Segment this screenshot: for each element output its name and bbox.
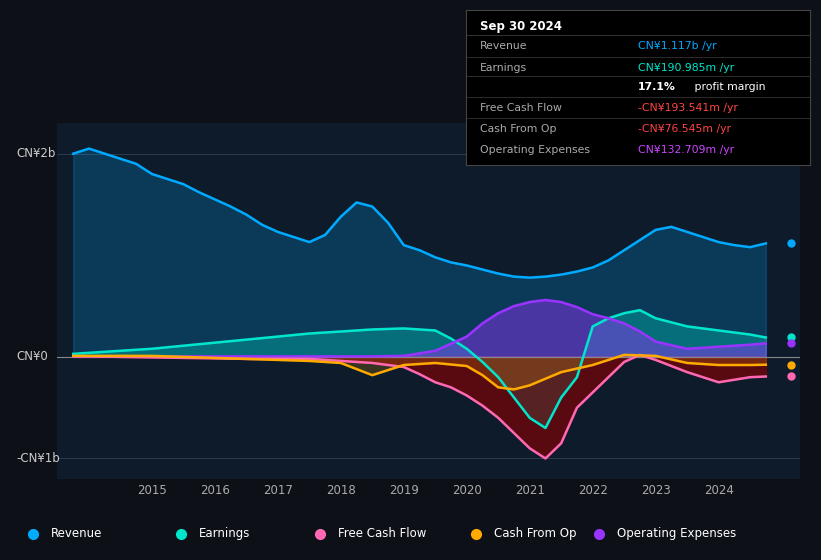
Text: Revenue: Revenue: [51, 528, 103, 540]
Text: Operating Expenses: Operating Expenses: [617, 528, 736, 540]
Text: Revenue: Revenue: [480, 41, 528, 50]
Text: CN¥1.117b /yr: CN¥1.117b /yr: [638, 41, 717, 50]
Text: Cash From Op: Cash From Op: [494, 528, 576, 540]
Text: Cash From Op: Cash From Op: [480, 124, 557, 134]
Text: -CN¥1b: -CN¥1b: [16, 452, 61, 465]
Text: Earnings: Earnings: [480, 63, 527, 73]
Text: CN¥2b: CN¥2b: [16, 147, 56, 160]
Text: Earnings: Earnings: [199, 528, 250, 540]
Text: CN¥0: CN¥0: [16, 351, 48, 363]
Text: CN¥190.985m /yr: CN¥190.985m /yr: [638, 63, 734, 73]
Text: Free Cash Flow: Free Cash Flow: [338, 528, 427, 540]
Text: -CN¥193.541m /yr: -CN¥193.541m /yr: [638, 103, 738, 113]
Text: 17.1%: 17.1%: [638, 82, 676, 92]
Text: -CN¥76.545m /yr: -CN¥76.545m /yr: [638, 124, 731, 134]
Text: Operating Expenses: Operating Expenses: [480, 145, 590, 155]
Text: CN¥132.709m /yr: CN¥132.709m /yr: [638, 145, 734, 155]
Text: Sep 30 2024: Sep 30 2024: [480, 20, 562, 34]
Text: profit margin: profit margin: [691, 82, 766, 92]
Text: Free Cash Flow: Free Cash Flow: [480, 103, 562, 113]
